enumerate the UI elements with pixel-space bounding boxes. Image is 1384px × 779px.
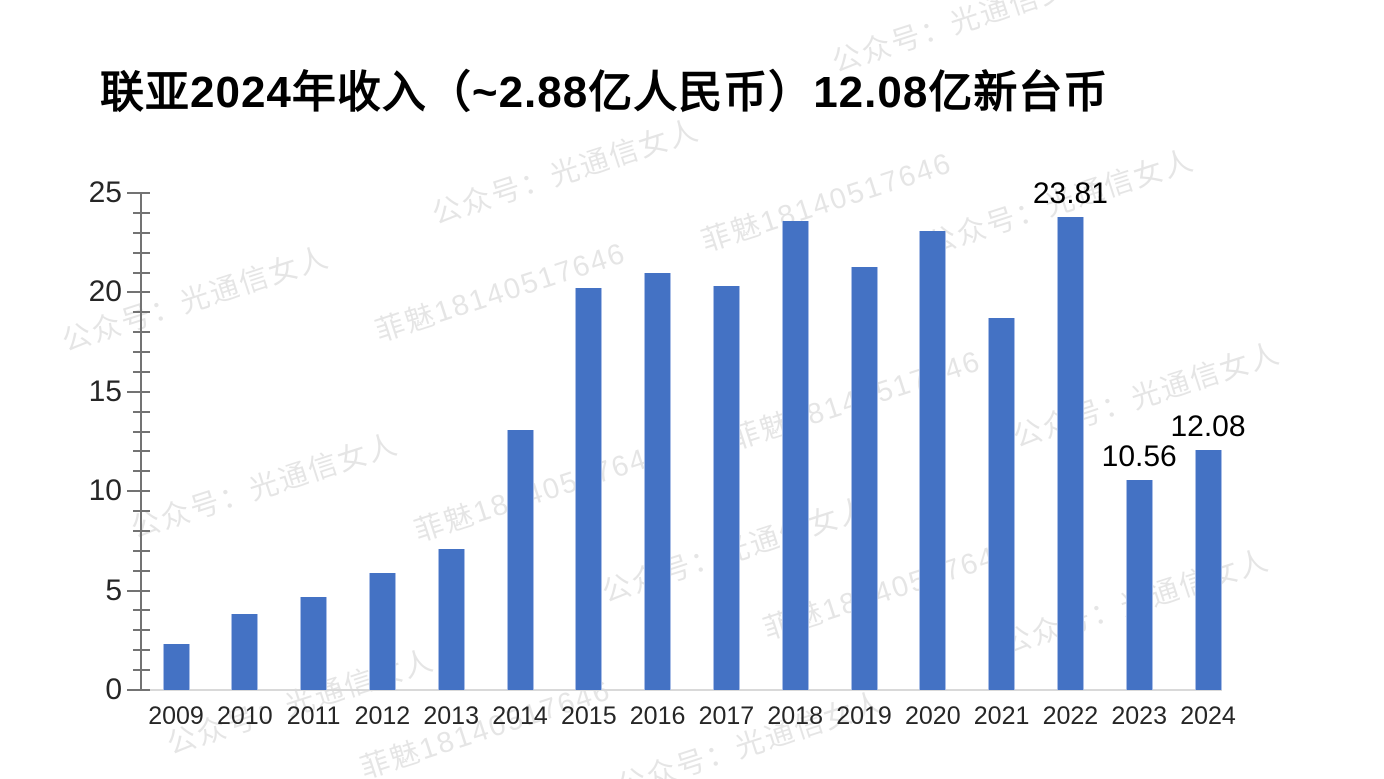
y-minor-tick-mark xyxy=(133,211,150,214)
y-minor-tick-mark xyxy=(133,430,150,433)
y-major-tick-mark xyxy=(127,390,150,393)
bar-2011 xyxy=(300,596,328,690)
watermark-text: 公众号：光通信女人 xyxy=(428,114,704,232)
watermark-text: 公众号：光通信女人 xyxy=(127,428,403,546)
bar-2022 xyxy=(1056,216,1084,690)
x-axis-tick-label: 2012 xyxy=(354,702,411,730)
y-major-tick-mark xyxy=(127,490,150,493)
watermark-text: 菲魅18140517646 xyxy=(697,147,957,259)
x-axis-tick-label: 2016 xyxy=(629,702,686,730)
bar-2015 xyxy=(575,288,603,690)
bar-2020 xyxy=(919,230,947,690)
bar-2012 xyxy=(368,572,396,690)
x-axis-tick-label: 2017 xyxy=(698,702,755,730)
y-minor-tick-mark xyxy=(133,549,150,552)
y-major-tick-mark xyxy=(127,291,150,294)
x-axis-tick-label: 2010 xyxy=(216,702,273,730)
bar-2014 xyxy=(506,429,534,690)
x-axis-tick-label: 2024 xyxy=(1180,702,1236,730)
y-minor-tick-mark xyxy=(133,529,150,532)
bar-value-label-2024: 12.08 xyxy=(1170,409,1246,443)
y-minor-tick-mark xyxy=(133,370,150,373)
x-axis-tick-label: 2009 xyxy=(148,702,204,730)
y-minor-tick-mark xyxy=(133,231,150,234)
x-axis-tick-label: 2023 xyxy=(1111,702,1167,730)
y-minor-tick-mark xyxy=(133,251,150,254)
y-minor-tick-mark xyxy=(133,649,150,652)
x-axis-tick-label: 2015 xyxy=(560,702,617,730)
y-axis-line xyxy=(140,192,142,691)
watermark-text: 菲魅18140517646 xyxy=(410,437,670,549)
y-major-tick-mark xyxy=(127,689,150,691)
x-axis-tick-label: 2018 xyxy=(767,702,823,730)
chart-title: 联亚2024年收入（~2.88亿人民币）12.08亿新台币 xyxy=(100,68,1109,117)
bar-value-label-2023: 10.56 xyxy=(1101,440,1177,474)
y-minor-tick-mark xyxy=(133,669,150,672)
x-axis-tick-label: 2021 xyxy=(973,702,1030,730)
bar-2021 xyxy=(988,318,1016,690)
bar-2017 xyxy=(712,286,740,690)
y-minor-tick-mark xyxy=(133,510,150,513)
y-minor-tick-mark xyxy=(133,569,150,572)
y-minor-tick-mark xyxy=(133,311,150,314)
y-major-tick-mark xyxy=(127,589,150,592)
y-axis-tick-label: 20 xyxy=(88,275,122,309)
y-axis-tick-label: 10 xyxy=(88,474,122,508)
y-minor-tick-mark xyxy=(133,450,150,453)
x-axis-line xyxy=(140,689,1222,691)
bar-2010 xyxy=(231,614,259,690)
y-axis-tick-label: 5 xyxy=(105,573,122,607)
y-axis-tick-label: 0 xyxy=(105,673,122,706)
bar-2023 xyxy=(1125,480,1153,690)
x-axis-tick-label: 2019 xyxy=(836,702,892,730)
y-minor-tick-mark xyxy=(133,470,150,473)
bar-2009 xyxy=(162,644,190,690)
x-axis-tick-label: 2022 xyxy=(1042,702,1099,730)
y-minor-tick-mark xyxy=(133,331,150,334)
bar-2024 xyxy=(1194,449,1222,690)
bar-2019 xyxy=(850,266,878,690)
y-minor-tick-mark xyxy=(133,609,150,612)
y-major-tick-mark xyxy=(127,192,150,194)
x-axis-tick-label: 2014 xyxy=(492,702,548,730)
y-minor-tick-mark xyxy=(133,629,150,632)
y-minor-tick-mark xyxy=(133,271,150,274)
bar-2013 xyxy=(437,548,465,690)
x-axis-tick-label: 2020 xyxy=(904,702,961,730)
bar-2018 xyxy=(781,220,809,690)
y-minor-tick-mark xyxy=(133,351,150,354)
y-minor-tick-mark xyxy=(133,410,150,413)
bar-2016 xyxy=(644,272,672,690)
bar-value-label-2022: 23.81 xyxy=(1032,176,1108,210)
y-axis-tick-label: 15 xyxy=(88,374,122,408)
x-axis-tick-label: 2011 xyxy=(286,702,341,730)
x-axis-tick-label: 2013 xyxy=(423,702,479,730)
y-axis-tick-label: 25 xyxy=(88,176,122,209)
